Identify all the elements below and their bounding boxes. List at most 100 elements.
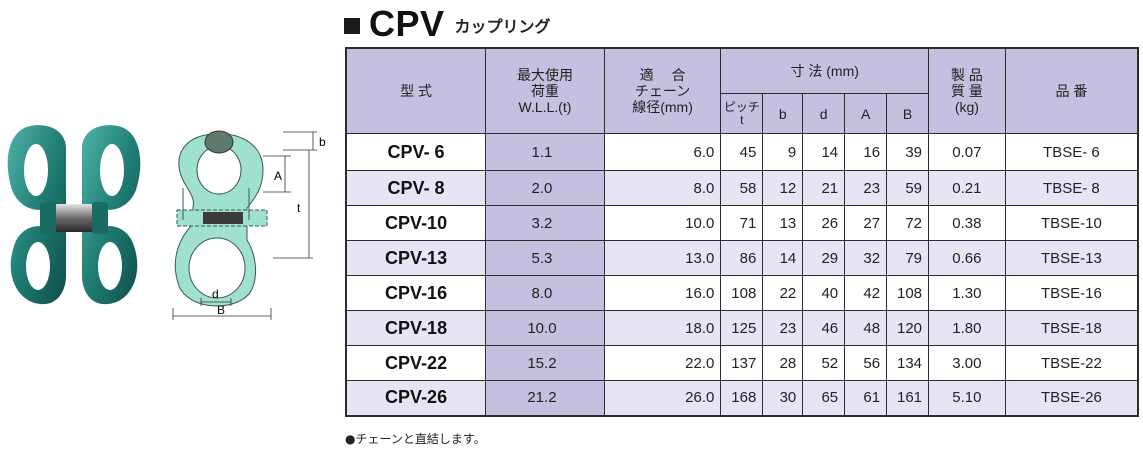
header-model: 型 式 [345,47,487,134]
table-cell-model: CPV-16 [345,275,487,311]
table-cell-A: 32 [844,240,888,276]
header-part-number: 品 番 [1004,47,1139,134]
table-row: CPV- 6 1.1 6.0 45 9 14 16 39 0.07 TBSE- 6 [345,133,1139,171]
table-cell-pitch: 137 [720,345,764,381]
table-cell-wll: 1.1 [485,133,605,171]
table-cell-A: 56 [844,345,888,381]
table-cell-b: 13 [762,205,804,241]
table-cell-pitch: 168 [720,380,764,416]
table-cell-b: 14 [762,240,804,276]
table-cell-model: CPV-10 [345,205,487,241]
table-cell-chain: 13.0 [603,240,722,276]
table-cell-A: 48 [844,310,888,346]
table-cell-wll: 8.0 [485,275,605,311]
table-cell-part: TBSE-16 [1004,275,1139,311]
header-A: A [844,93,888,134]
dimension-diagram: b A t d B [172,130,326,320]
diagram-label-b: b [319,135,326,149]
table-cell-chain: 16.0 [603,275,722,311]
table-cell-B: 161 [886,380,930,416]
table-cell-wll: 10.0 [485,310,605,346]
table-cell-b: 22 [762,275,804,311]
table-cell-chain: 6.0 [603,133,722,171]
diagram-label-t: t [297,201,301,215]
table-cell-chain: 26.0 [603,380,722,416]
table-cell-B: 79 [886,240,930,276]
table-cell-pitch: 58 [720,170,764,206]
table-cell-B: 72 [886,205,930,241]
table-cell-wll: 3.2 [485,205,605,241]
table-cell-part: TBSE- 8 [1004,170,1139,206]
table-cell-A: 61 [844,380,888,416]
header-dimensions: 寸 法 (mm) [720,47,930,94]
table-cell-chain: 18.0 [603,310,722,346]
table-cell-d: 52 [802,345,846,381]
table-cell-A: 42 [844,275,888,311]
table-cell-chain: 10.0 [603,205,722,241]
table-cell-part: TBSE-26 [1004,380,1139,416]
table-cell-pitch: 108 [720,275,764,311]
table-cell-A: 16 [844,133,888,171]
table-cell-B: 59 [886,170,930,206]
table-cell-wll: 15.2 [485,345,605,381]
table-cell-d: 46 [802,310,846,346]
table-cell-model: CPV- 6 [345,133,487,171]
table-cell-model: CPV-13 [345,240,487,276]
table-cell-b: 30 [762,380,804,416]
table-row: CPV-10 3.2 10.0 71 13 26 27 72 0.38 TBSE-10 [345,205,1139,241]
table-cell-b: 28 [762,345,804,381]
table-cell-pitch: 71 [720,205,764,241]
table-cell-part: TBSE- 6 [1004,133,1139,171]
table-cell-mass: 0.38 [928,205,1006,241]
diagram-label-d: d [212,287,219,301]
table-cell-mass: 0.66 [928,240,1006,276]
table-row: CPV- 8 2.0 8.0 58 12 21 23 59 0.21 TBSE- 8 [345,170,1139,206]
header-b: b [762,93,804,134]
table-row: CPV-26 21.2 26.0 168 30 65 61 161 5.10 TBSE-26 [345,380,1139,416]
table-cell-A: 27 [844,205,888,241]
table-cell-d: 29 [802,240,846,276]
table-cell-model: CPV- 8 [345,170,487,206]
table-row: CPV-18 10.0 18.0 125 23 46 48 120 1.80 TBSE-18 [345,310,1139,346]
table-cell-mass: 5.10 [928,380,1006,416]
table-cell-mass: 3.00 [928,345,1006,381]
table-cell-mass: 0.21 [928,170,1006,206]
table-cell-pitch: 86 [720,240,764,276]
table-cell-part: TBSE-22 [1004,345,1139,381]
table-cell-B: 39 [886,133,930,171]
table-cell-mass: 1.30 [928,275,1006,311]
coupling-photo [7,125,141,305]
table-cell-mass: 0.07 [928,133,1006,171]
table-row: CPV-22 15.2 22.0 137 28 52 56 134 3.00 TBSE-22 [345,345,1139,381]
diagram-label-B: B [217,303,225,317]
table-cell-chain: 8.0 [603,170,722,206]
header-wll: 最大使用 荷重 W.L.L.(t) [485,47,605,134]
product-code: CPV [369,3,445,44]
header-B: B [886,93,930,134]
table-cell-chain: 22.0 [603,345,722,381]
table-cell-pitch: 45 [720,133,764,171]
table-cell-d: 65 [802,380,846,416]
header-pitch: ピッチ t [720,93,764,134]
table-cell-pitch: 125 [720,310,764,346]
table-row: CPV-16 8.0 16.0 108 22 40 42 108 1.30 TBSE-16 [345,275,1139,311]
table-cell-mass: 1.80 [928,310,1006,346]
table-cell-d: 40 [802,275,846,311]
table-cell-b: 9 [762,133,804,171]
table-row: CPV-13 5.3 13.0 86 14 29 32 79 0.66 TBSE-13 [345,240,1139,276]
title-square-icon [344,18,360,34]
table-cell-d: 14 [802,133,846,171]
table-cell-B: 134 [886,345,930,381]
table-cell-b: 23 [762,310,804,346]
table-cell-d: 26 [802,205,846,241]
table-cell-model: CPV-18 [345,310,487,346]
table-cell-A: 23 [844,170,888,206]
table-cell-wll: 21.2 [485,380,605,416]
page-title: CPV カップリング [344,2,551,42]
table-cell-part: TBSE-18 [1004,310,1139,346]
table-cell-wll: 5.3 [485,240,605,276]
table-cell-B: 120 [886,310,930,346]
table-cell-model: CPV-26 [345,380,487,416]
header-chain-diameter: 適 合チェーン 線径(mm) [603,47,722,134]
spec-table: 型 式 最大使用 荷重 W.L.L.(t) 適 合チェーン 線径(mm) 寸 法 (m… [345,47,1139,417]
